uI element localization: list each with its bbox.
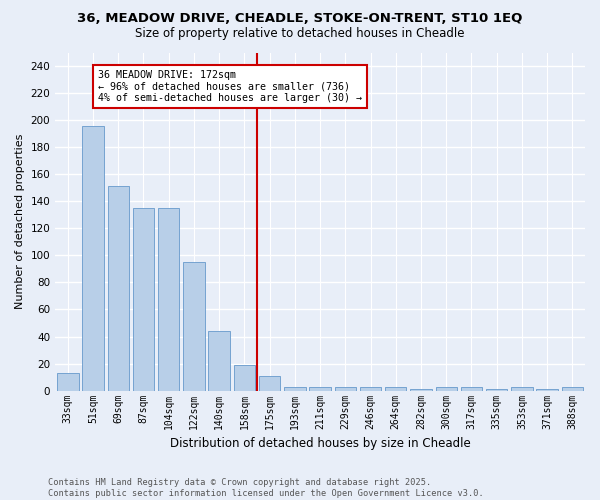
Bar xyxy=(233,365,255,390)
Bar xyxy=(208,331,230,390)
Text: Size of property relative to detached houses in Cheadle: Size of property relative to detached ho… xyxy=(135,28,465,40)
Bar xyxy=(57,373,79,390)
X-axis label: Distribution of detached houses by size in Cheadle: Distribution of detached houses by size … xyxy=(170,437,470,450)
Bar xyxy=(183,262,205,390)
Bar xyxy=(335,386,356,390)
Text: 36, MEADOW DRIVE, CHEADLE, STOKE-ON-TRENT, ST10 1EQ: 36, MEADOW DRIVE, CHEADLE, STOKE-ON-TREN… xyxy=(77,12,523,26)
Bar xyxy=(310,386,331,390)
Bar xyxy=(385,386,406,390)
Text: Contains HM Land Registry data © Crown copyright and database right 2025.
Contai: Contains HM Land Registry data © Crown c… xyxy=(48,478,484,498)
Bar xyxy=(461,386,482,390)
Bar xyxy=(133,208,154,390)
Bar xyxy=(284,386,305,390)
Bar xyxy=(360,386,381,390)
Bar xyxy=(107,186,129,390)
Bar xyxy=(82,126,104,390)
Bar xyxy=(562,386,583,390)
Bar xyxy=(158,208,179,390)
Bar xyxy=(436,386,457,390)
Bar xyxy=(511,386,533,390)
Bar xyxy=(259,376,280,390)
Text: 36 MEADOW DRIVE: 172sqm
← 96% of detached houses are smaller (736)
4% of semi-de: 36 MEADOW DRIVE: 172sqm ← 96% of detache… xyxy=(98,70,362,103)
Y-axis label: Number of detached properties: Number of detached properties xyxy=(15,134,25,310)
